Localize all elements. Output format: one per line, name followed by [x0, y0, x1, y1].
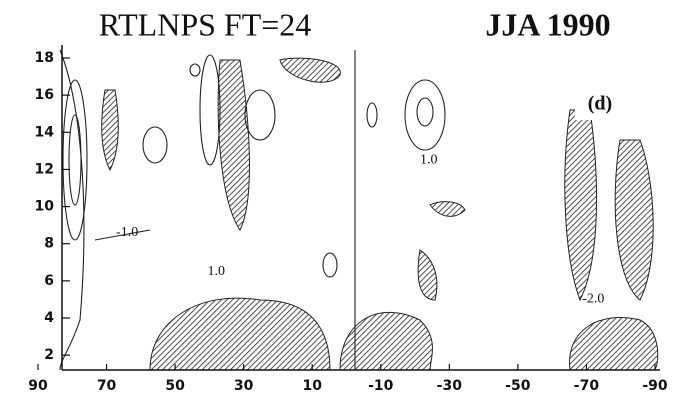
x-tick-label: 30 — [234, 378, 254, 394]
contour-label: 1.0 — [207, 264, 225, 279]
y-tick-label: 4 — [44, 310, 54, 326]
y-tick-label: 8 — [44, 236, 54, 252]
y-tick-label: 16 — [35, 87, 54, 103]
contour-field — [59, 49, 659, 371]
x-tick-label: -90 — [642, 378, 668, 394]
contour-label: 1.0 — [420, 152, 438, 167]
chart-subtitle: JJA 1990 — [485, 6, 610, 42]
contour-label: -1.0 — [116, 225, 138, 240]
x-tick-label: -50 — [505, 378, 531, 394]
x-tick-label: 70 — [97, 378, 117, 394]
y-tick-label: 12 — [35, 161, 54, 177]
panel-label-box — [575, 90, 625, 120]
x-tick-label: 50 — [165, 378, 185, 394]
panel-label: (d) — [588, 93, 612, 115]
x-tick-label: -70 — [574, 378, 600, 394]
y-tick-label: 10 — [35, 199, 55, 215]
x-tick-label: 10 — [302, 378, 322, 394]
y-tick-label: 6 — [44, 273, 54, 289]
contour-label: -2.0 — [582, 292, 604, 307]
x-tick-label: 90 — [28, 378, 48, 394]
y-tick-label: 18 — [35, 50, 54, 66]
x-tick-label: -30 — [437, 378, 463, 394]
y-tick-label: 14 — [35, 124, 55, 140]
chart-title: RTLNPS FT=24 — [99, 6, 312, 42]
y-tick-label: 2 — [44, 347, 54, 363]
x-tick-label: -10 — [368, 378, 394, 394]
